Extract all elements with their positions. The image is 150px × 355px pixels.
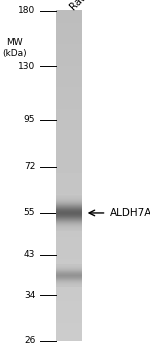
- Text: 95: 95: [24, 115, 35, 124]
- Text: 130: 130: [18, 62, 35, 71]
- Text: 55: 55: [24, 208, 35, 218]
- Text: MW
(kDa): MW (kDa): [2, 38, 27, 58]
- Text: Rat liver: Rat liver: [68, 0, 105, 12]
- Text: 72: 72: [24, 163, 35, 171]
- Text: ALDH7A1: ALDH7A1: [110, 208, 150, 218]
- Text: 180: 180: [18, 6, 35, 15]
- Text: 34: 34: [24, 290, 35, 300]
- Text: 43: 43: [24, 251, 35, 260]
- Text: 26: 26: [24, 336, 35, 345]
